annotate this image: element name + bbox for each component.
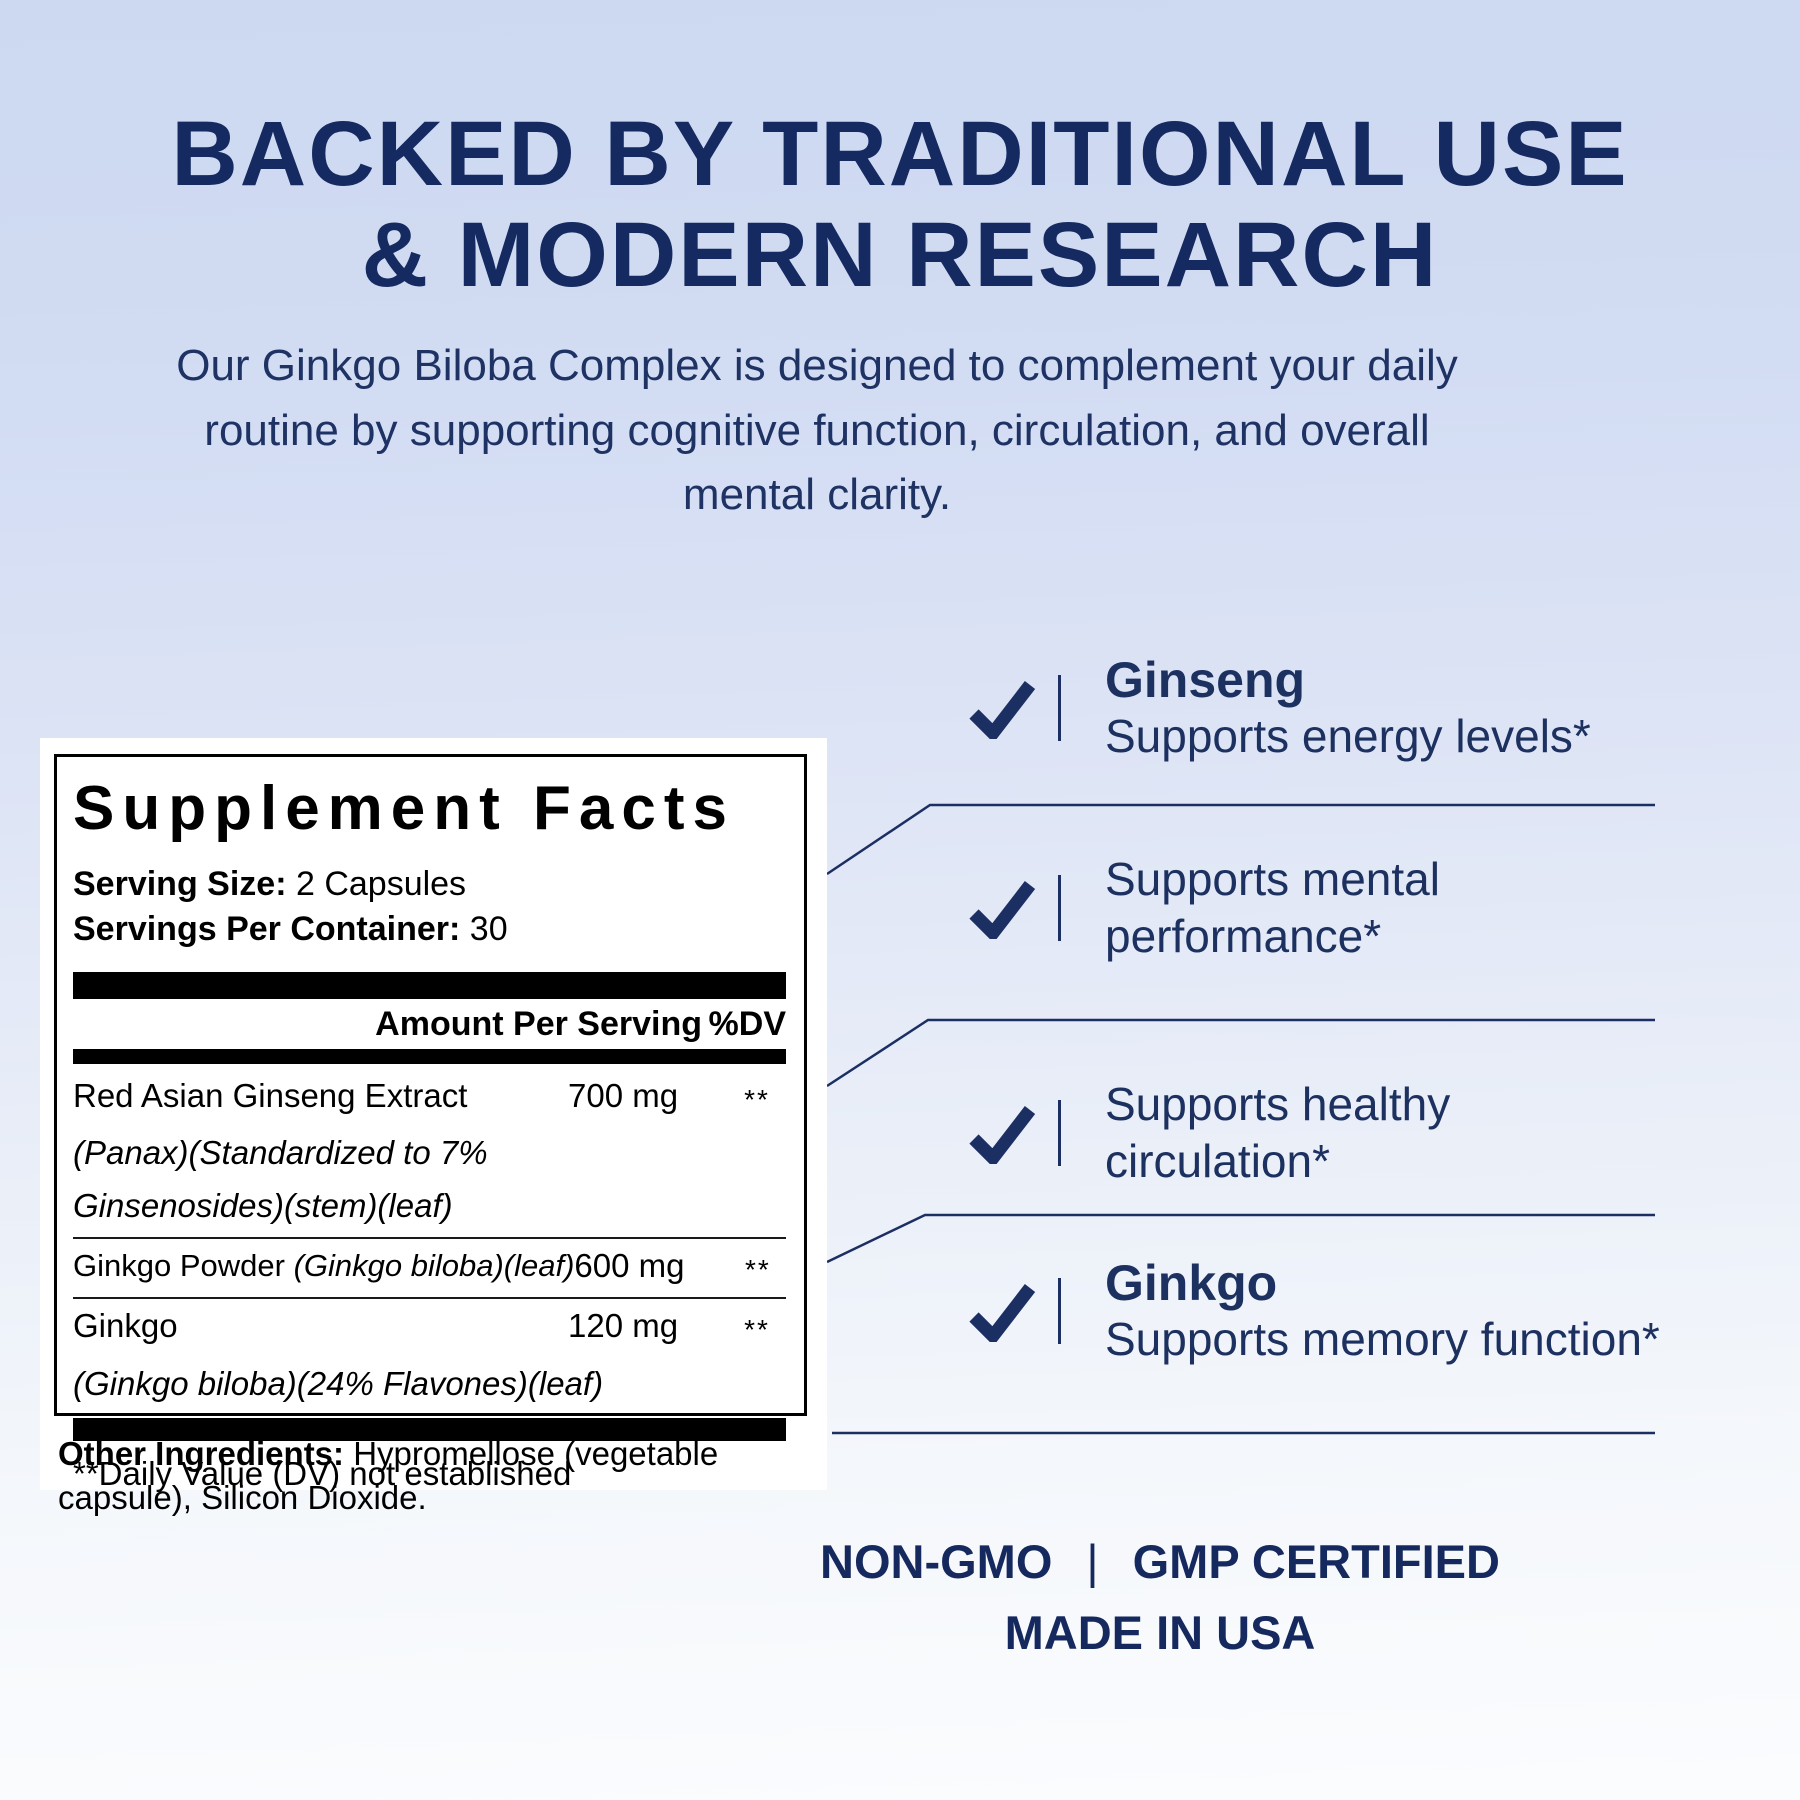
dv-header: %DV: [708, 1004, 786, 1043]
supplement-facts-label: Supplement Facts Serving Size: 2 Capsule…: [40, 738, 827, 1516]
ingredient-subline: (Ginkgo biloba)(24% Flavones)(leaf): [73, 1365, 604, 1402]
ingredient-row: Red Asian Ginseng Extract 700 mg **: [73, 1077, 770, 1115]
servings-per-container: Servings Per Container: 30: [73, 910, 508, 948]
intro-paragraph: Our Ginkgo Biloba Complex is designed to…: [176, 341, 1458, 520]
benefit-text: Supports healthy: [1105, 1078, 1451, 1130]
amount-per-serving-header: Amount Per Serving: [375, 1004, 702, 1043]
supplement-facts-box: Supplement Facts Serving Size: 2 Capsule…: [54, 754, 807, 1492]
other-ingredients: Other Ingredients: Hypromellose (vegetab…: [58, 1435, 719, 1516]
page-title: BACKED BY TRADITIONAL USE & MODERN RESEA…: [0, 103, 1800, 307]
benefit-text: Supports mental: [1105, 853, 1440, 905]
benefit-title: Ginkgo: [1105, 1254, 1278, 1311]
ingredient-row: Ginkgo 120 mg **: [73, 1307, 770, 1345]
checkmark-icon: [969, 1284, 1036, 1342]
benefit-text: Supports energy levels*: [1105, 709, 1591, 762]
rule: [73, 1297, 786, 1299]
benefit-item-mental-performance: Supports mental performance*: [966, 850, 1440, 966]
certification-badges: NON-GMO | GMP CERTIFIED MADE IN USA: [710, 1534, 1610, 1660]
benefit-title: Ginseng: [1105, 651, 1306, 708]
divider-bar: [73, 972, 786, 999]
page-title-line2: & MODERN RESEARCH: [361, 204, 1439, 307]
benefit-item-circulation: Supports healthy circulation*: [966, 1075, 1450, 1191]
vertical-divider: [1058, 875, 1061, 941]
badge-non-gmo: NON-GMO: [820, 1535, 1053, 1588]
benefit-text: performance*: [1105, 910, 1382, 962]
supplement-facts-title: Supplement Facts: [73, 774, 735, 843]
ingredient-subline: Ginsenosides)(stem)(leaf): [73, 1187, 453, 1224]
benefit-item-ginkgo: Ginkgo Supports memory function*: [966, 1255, 1660, 1367]
dv-footnote: **Daily Value (DV) not established: [73, 1455, 572, 1492]
vertical-divider: [1058, 1100, 1061, 1166]
divider-bar: [73, 1049, 786, 1064]
checkmark-icon: [969, 681, 1036, 739]
facts-column-headers: Amount Per Serving %DV: [73, 999, 786, 1049]
benefit-item-ginseng: Ginseng Supports energy levels*: [966, 652, 1591, 764]
benefit-text: circulation*: [1105, 1135, 1330, 1187]
rule: [73, 1237, 786, 1239]
badge-gmp-certified: GMP CERTIFIED: [1132, 1535, 1500, 1588]
divider-bar: [73, 1418, 786, 1441]
checkmark-icon: [969, 1106, 1036, 1164]
vertical-divider: [1058, 675, 1061, 741]
page-title-line1: BACKED BY TRADITIONAL USE: [171, 103, 1629, 205]
benefit-text: Supports memory function*: [1105, 1312, 1660, 1365]
checkmark-icon: [969, 881, 1036, 939]
vertical-divider: [1058, 1278, 1061, 1344]
badge-divider: |: [1086, 1535, 1099, 1588]
serving-size: Serving Size: 2 Capsules: [73, 865, 467, 903]
ingredient-subline: (Panax)(Standardized to 7%: [73, 1134, 488, 1171]
ingredient-row: Ginkgo Powder (Ginkgo biloba)(leaf) 600 …: [73, 1247, 771, 1285]
badge-made-in-usa: MADE IN USA: [1004, 1606, 1316, 1659]
